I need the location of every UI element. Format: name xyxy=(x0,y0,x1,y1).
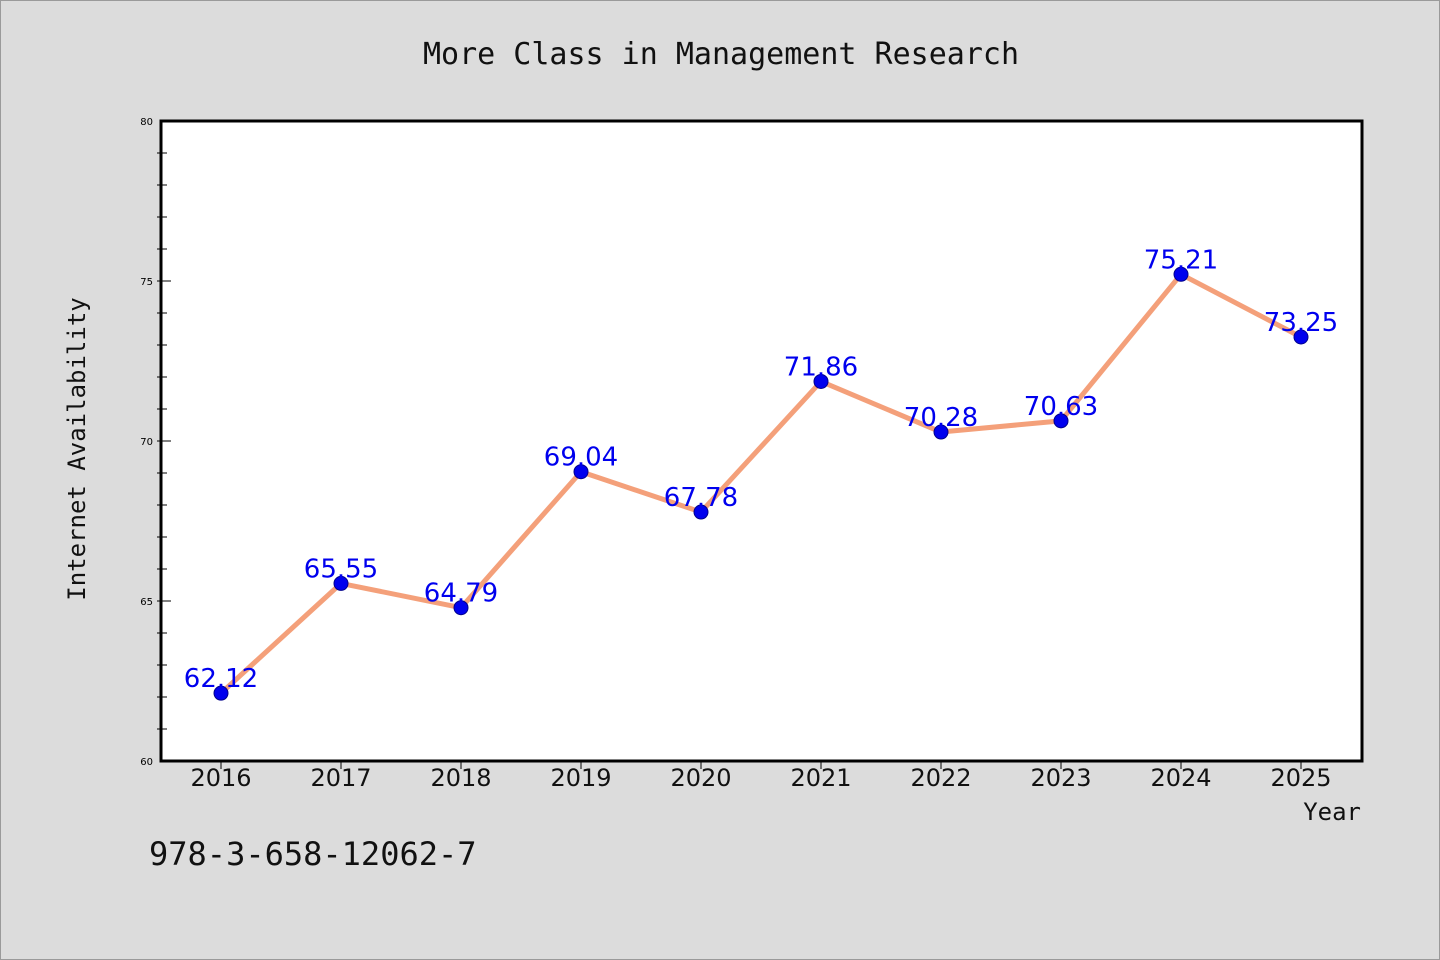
data-label: 64.79 xyxy=(424,579,498,609)
data-label: 71.86 xyxy=(784,352,858,382)
data-point xyxy=(693,504,709,520)
data-point xyxy=(573,464,589,480)
data-point xyxy=(333,575,349,591)
data-label: 73.25 xyxy=(1264,308,1338,338)
y-tick-label: 70 xyxy=(140,437,153,448)
data-label: 67.78 xyxy=(664,483,738,513)
isbn-text: 978-3-658-12062-7 xyxy=(149,835,477,873)
data-label: 75.21 xyxy=(1144,245,1218,275)
data-point xyxy=(1053,413,1069,429)
x-tick-label: 2023 xyxy=(1030,764,1091,792)
x-tick-label: 2018 xyxy=(430,764,491,792)
data-label: 65.55 xyxy=(304,554,378,584)
y-tick-label: 60 xyxy=(140,757,153,768)
chart-title: More Class in Management Research xyxy=(423,37,1019,72)
data-label: 62.12 xyxy=(184,664,258,694)
x-tick-label: 2016 xyxy=(190,764,251,792)
data-label: 70.28 xyxy=(904,403,978,433)
data-point xyxy=(813,373,829,389)
x-tick-label: 2019 xyxy=(550,764,611,792)
plot-area xyxy=(159,119,1364,763)
series-markers xyxy=(213,266,1309,701)
x-tick-label: 2025 xyxy=(1270,764,1331,792)
data-labels: 62.12 65.55 64.79 69.04 67.78 71.86 70.28 70.63… xyxy=(184,245,1338,694)
data-point xyxy=(213,685,229,701)
x-tick-label: 2021 xyxy=(790,764,851,792)
data-label: 70.63 xyxy=(1024,392,1098,422)
y-tick-label: 75 xyxy=(140,277,153,288)
y-axis-label: Internet Availability xyxy=(63,297,91,600)
y-tick-label: 65 xyxy=(140,597,153,608)
data-point xyxy=(1293,329,1309,345)
data-point xyxy=(1173,266,1189,282)
x-tick-label: 2022 xyxy=(910,764,971,792)
x-tick-label: 2020 xyxy=(670,764,731,792)
x-axis: 2016 2017 2018 2019 2020 2021 2022 2023 2024 2025 xyxy=(190,761,1332,792)
y-tick-label: 80 xyxy=(140,117,153,128)
data-point xyxy=(453,600,469,616)
y-axis: 60 65 70 75 80 xyxy=(140,117,171,768)
data-point xyxy=(933,424,949,440)
x-tick-label: 2017 xyxy=(310,764,371,792)
data-label: 69.04 xyxy=(544,443,618,473)
series-line xyxy=(218,271,1304,696)
x-tick-label: 2024 xyxy=(1150,764,1211,792)
x-axis-label: Year xyxy=(1303,798,1361,826)
